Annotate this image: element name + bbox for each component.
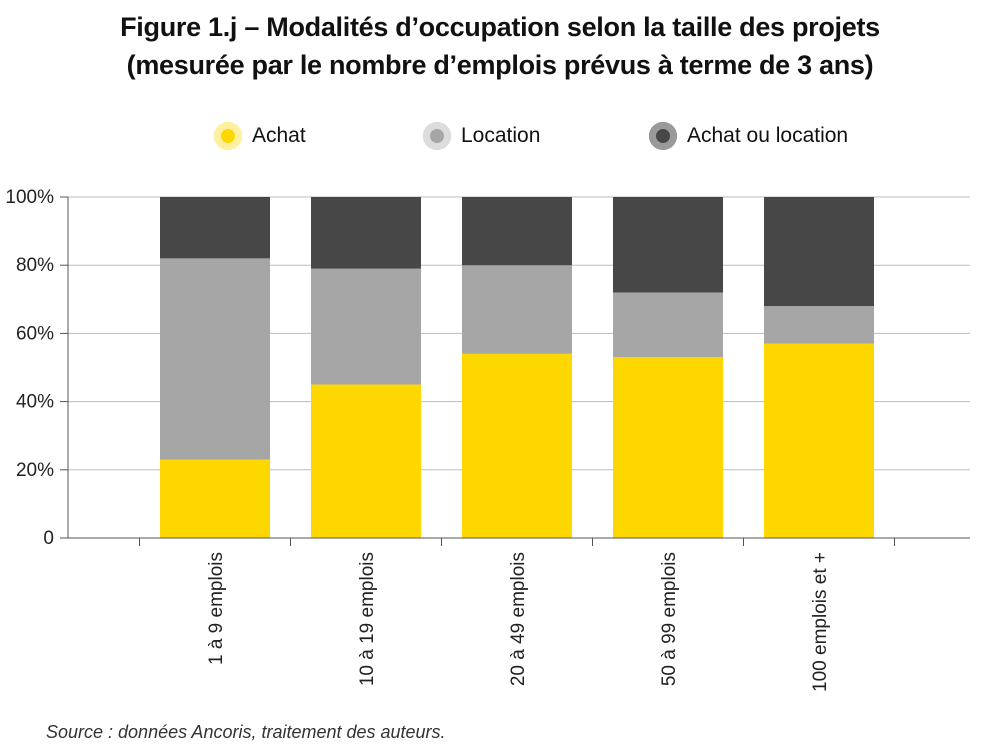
legend-item-location: Location: [423, 118, 540, 154]
legend-item-achat-ou-location: Achat ou location: [649, 118, 848, 154]
legend-label-achat-ou-location: Achat ou location: [687, 124, 849, 147]
bar-segment: [764, 343, 874, 538]
bar-segment: [160, 459, 270, 538]
legend-swatch-location: [423, 122, 451, 150]
x-tick-label: 50 à 99 emplois: [659, 552, 680, 686]
source-note: Source : données Ancoris, traitement des…: [46, 722, 446, 742]
bar-segment: [160, 197, 270, 259]
chart-title-line2: (mesurée par le nombre d’emplois prévus …: [126, 50, 874, 80]
x-tick-label: 20 à 49 emplois: [508, 552, 529, 686]
legend-swatch-achat-ou-location: [649, 122, 677, 150]
x-tick-label: 1 à 9 emplois: [206, 552, 227, 665]
bar-segment: [613, 292, 723, 358]
x-tick-label: 100 emplois et +: [810, 552, 831, 692]
bar-segment: [462, 197, 572, 266]
y-tick-label: 40%: [16, 392, 54, 413]
y-tick-label: 0: [43, 528, 54, 549]
x-tick-label: 10 à 19 emplois: [357, 552, 378, 686]
bar-segment: [311, 268, 421, 385]
chart-title: Figure 1.j – Modalités d’occupation selo…: [0, 8, 1000, 84]
y-tick-label: 100%: [5, 187, 54, 208]
bar-segment: [764, 197, 874, 307]
bar-segment: [613, 197, 723, 293]
legend-label-location: Location: [461, 124, 541, 147]
y-tick-label: 80%: [16, 255, 54, 276]
bar-segment: [764, 306, 874, 344]
legend-item-achat: Achat: [214, 118, 306, 154]
chart-legend: Achat Location Achat ou location: [0, 118, 1000, 154]
chart-title-line1: Figure 1.j – Modalités d’occupation selo…: [120, 12, 880, 42]
legend-label-achat: Achat: [252, 124, 306, 147]
bar-segment: [311, 197, 421, 269]
bar-segment: [462, 353, 572, 538]
y-tick-label: 60%: [16, 323, 54, 344]
bar-segment: [462, 265, 572, 354]
bar-segment: [613, 357, 723, 538]
legend-swatch-achat: [214, 122, 242, 150]
bar-segment: [160, 258, 270, 460]
y-tick-label: 20%: [16, 460, 54, 481]
bar-segment: [311, 384, 421, 538]
